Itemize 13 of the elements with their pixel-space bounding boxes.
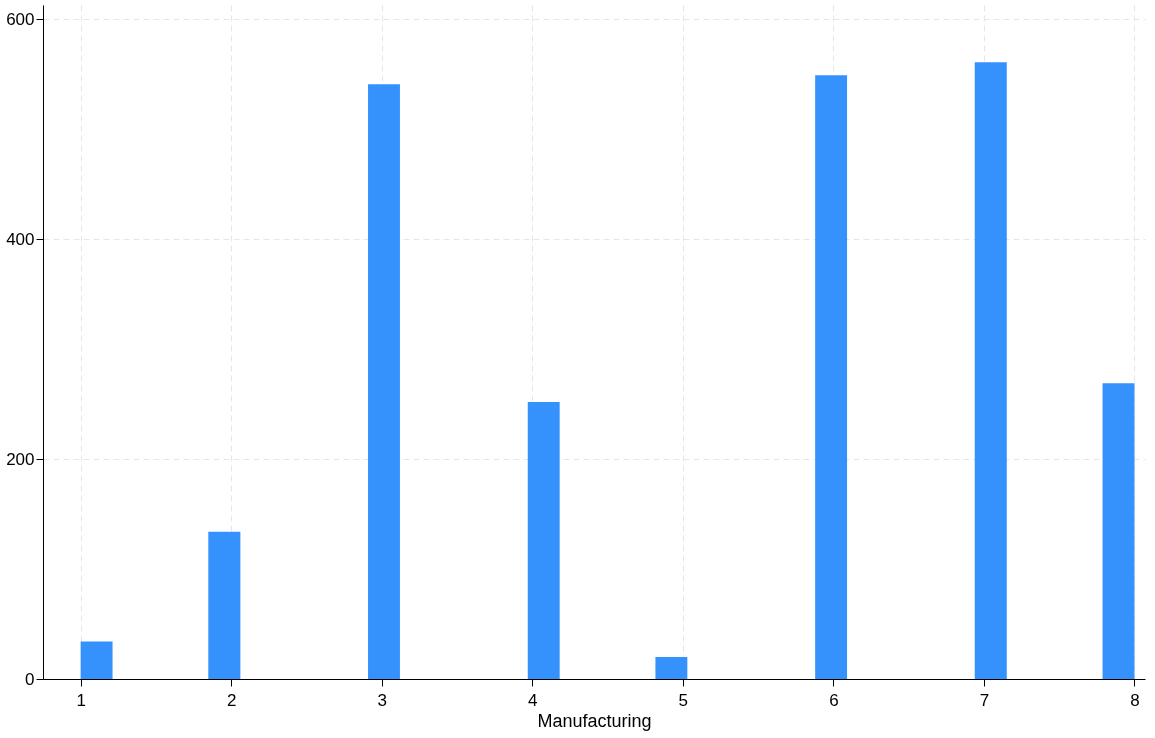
- x-tick-label: 2: [226, 690, 237, 710]
- x-tick-label: 4: [528, 690, 538, 710]
- x-tick-label: 3: [377, 690, 387, 710]
- x-tick-label: 1: [76, 690, 86, 710]
- x-tick-label: 6: [829, 690, 839, 710]
- y-tick-label: 600: [6, 9, 35, 29]
- x-tick-label: 7: [979, 690, 990, 710]
- y-tick-label: 0: [25, 669, 35, 689]
- x-tick-label: 5: [678, 690, 689, 710]
- y-tick-label: 200: [6, 449, 35, 469]
- x-axis-title: Manufacturing: [537, 710, 652, 731]
- x-tick-label: 8: [1130, 690, 1140, 710]
- y-tick-label: 400: [6, 229, 35, 249]
